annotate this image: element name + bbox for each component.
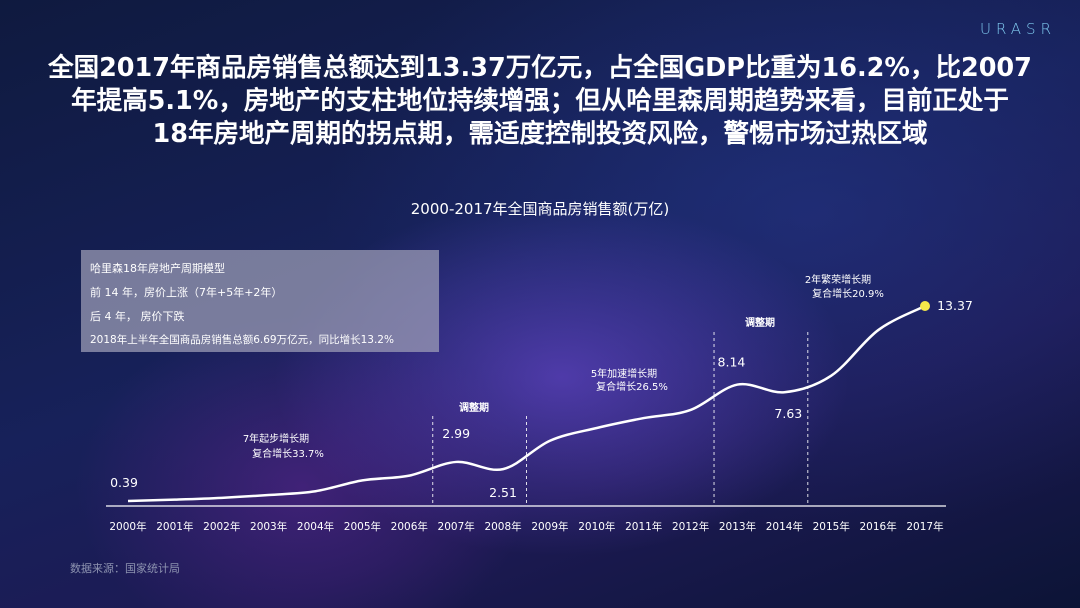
annotation-phase2-title: 5年加速增长期 bbox=[591, 367, 657, 380]
annotation-adjustment-2: 调整期 bbox=[745, 316, 775, 329]
data-label-2000: 0.39 bbox=[110, 475, 138, 490]
x-tick-label-2011: 2011年 bbox=[625, 520, 662, 533]
info-line-2: 前 14 年，房价上涨（7年+5年+2年） bbox=[90, 286, 283, 299]
info-line-1: 哈里森18年房地产周期模型 bbox=[90, 262, 225, 275]
brand-logo: URASR bbox=[980, 20, 1056, 38]
data-source-note: 数据来源：国家统计局 bbox=[70, 562, 180, 575]
annotation-phase2-rate: 复合增长26.5% bbox=[596, 380, 668, 393]
annotation-phase3-title: 2年繁荣增长期 bbox=[805, 273, 871, 286]
data-point-2017 bbox=[920, 301, 930, 311]
x-tick-label-2012: 2012年 bbox=[672, 520, 709, 533]
x-tick-label-2014: 2014年 bbox=[766, 520, 803, 533]
annotation-phase1-title: 7年起步增长期 bbox=[243, 432, 309, 445]
series-line-sales bbox=[127, 304, 926, 503]
data-labels: 0.39 2.99 2.51 8.14 7.63 13.37 bbox=[110, 298, 973, 500]
chart-title: 2000-2017年全国商品房销售额(万亿) bbox=[410, 200, 670, 218]
x-tick-label-2002: 2002年 bbox=[203, 520, 240, 533]
x-tick-label-2009: 2009年 bbox=[531, 520, 568, 533]
annotation-phase3-rate: 复合增长20.9% bbox=[812, 287, 884, 300]
x-tick-label-2003: 2003年 bbox=[250, 520, 287, 533]
annotation-phase1-rate: 复合增长33.7% bbox=[252, 447, 324, 460]
x-tick-label-2015: 2015年 bbox=[813, 520, 850, 533]
x-tick-label-2013: 2013年 bbox=[719, 520, 756, 533]
headline-line-3: 18年房地产周期的拐点期，需适度控制投资风险，警惕市场过热区域 bbox=[152, 119, 928, 149]
x-tick-label-2006: 2006年 bbox=[391, 520, 428, 533]
data-label-2013: 8.14 bbox=[718, 355, 746, 370]
x-tick-label-2008: 2008年 bbox=[484, 520, 521, 533]
info-line-4: 2018年上半年全国商品房销售总额6.69万亿元，同比增长13.2% bbox=[90, 334, 394, 346]
info-line-3: 后 4 年， 房价下跌 bbox=[90, 310, 185, 323]
data-label-2008: 2.51 bbox=[489, 485, 517, 500]
x-tick-label-2017: 2017年 bbox=[906, 520, 943, 533]
headline-line-1: 全国2017年商品房销售总额达到13.37万亿元，占全国GDP比重为16.2%，… bbox=[48, 53, 1032, 83]
period-divider-lines bbox=[432, 332, 809, 505]
x-tick-label-2005: 2005年 bbox=[344, 520, 381, 533]
x-axis-tick-labels: 2000年 2001年 2002年 2003年 2004年 2005年 2006年 2007年… bbox=[109, 520, 943, 533]
headline: 全国2017年商品房销售总额达到13.37万亿元，占全国GDP比重为16.2%，… bbox=[40, 52, 1040, 151]
data-label-2007: 2.99 bbox=[442, 426, 470, 441]
x-tick-label-2010: 2010年 bbox=[578, 520, 615, 533]
x-tick-label-2016: 2016年 bbox=[860, 520, 897, 533]
x-tick-label-2007: 2007年 bbox=[438, 520, 475, 533]
x-tick-label-2004: 2004年 bbox=[297, 520, 334, 533]
data-label-2014: 7.63 bbox=[774, 406, 802, 421]
annotation-adjustment-1: 调整期 bbox=[459, 401, 489, 414]
x-tick-label-2000: 2000年 bbox=[109, 520, 146, 533]
harrison-cycle-info-box: 哈里森18年房地产周期模型 前 14 年，房价上涨（7年+5年+2年） 后 4 … bbox=[81, 250, 439, 352]
x-tick-label-2001: 2001年 bbox=[156, 520, 193, 533]
data-label-2017: 13.37 bbox=[937, 298, 973, 313]
headline-line-2: 年提高5.1%，房地产的支柱地位持续增强；但从哈里森周期趋势来看，目前正处于 bbox=[71, 86, 1009, 116]
